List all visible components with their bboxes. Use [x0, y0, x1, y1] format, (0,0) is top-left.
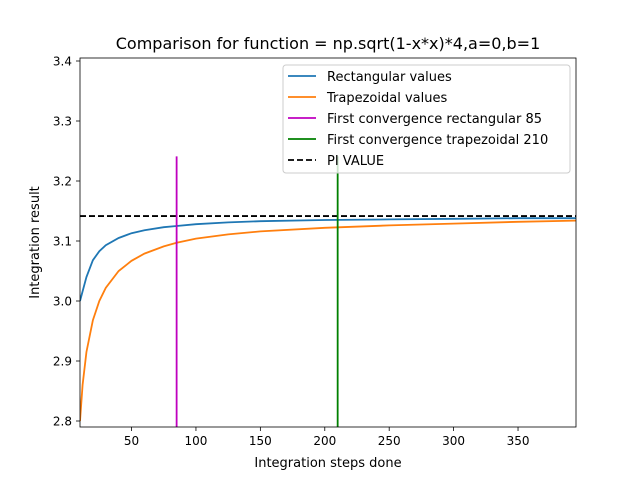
x-tick-label: 50 [124, 434, 139, 448]
y-tick-label: 3.2 [53, 175, 72, 189]
y-tick-label: 3.0 [53, 295, 72, 309]
plot-frame [79, 57, 577, 428]
plot-area [80, 156, 576, 427]
legend-box [282, 64, 571, 174]
x-tick-label: 100 [184, 434, 207, 448]
x-tick-label: 150 [249, 434, 272, 448]
x-tick-label: 200 [313, 434, 336, 448]
y-tick-label: 3.4 [53, 55, 72, 69]
legend-label-trapezoidal: Trapezoidal values [326, 91, 447, 106]
y-tick-label: 2.9 [53, 355, 72, 369]
y-tick-label: 2.8 [53, 415, 72, 429]
series-line-trapezoidal [80, 219, 576, 422]
y-tick-label: 3.1 [53, 235, 72, 249]
legend-label-convergence-rectangular: First convergence rectangular 85 [327, 112, 542, 127]
x-axis-label: Integration steps done [254, 456, 401, 471]
x-tick-label: 350 [507, 434, 530, 448]
x-tick-label: 250 [378, 434, 401, 448]
y-axis-label: Integration result [28, 186, 43, 299]
legend-label-rectangular: Rectangular values [327, 70, 452, 85]
y-tick-label: 3.3 [53, 115, 72, 129]
legend-label-convergence-trapezoidal: First convergence trapezoidal 210 [327, 133, 548, 148]
series-line-rectangular [80, 217, 576, 302]
axis-ticks: 50 100 150 200 250 300 350 2.8 2.9 3.0 3.1 3.2 3.3 3.… [53, 55, 530, 449]
legend-label-pi: PI VALUE [327, 154, 384, 169]
legend: Rectangular values Trapezoidal values Fi… [282, 64, 571, 174]
chart-title: Comparison for function = np.sqrt(1-x*x)… [116, 34, 541, 53]
x-tick-label: 300 [442, 434, 465, 448]
